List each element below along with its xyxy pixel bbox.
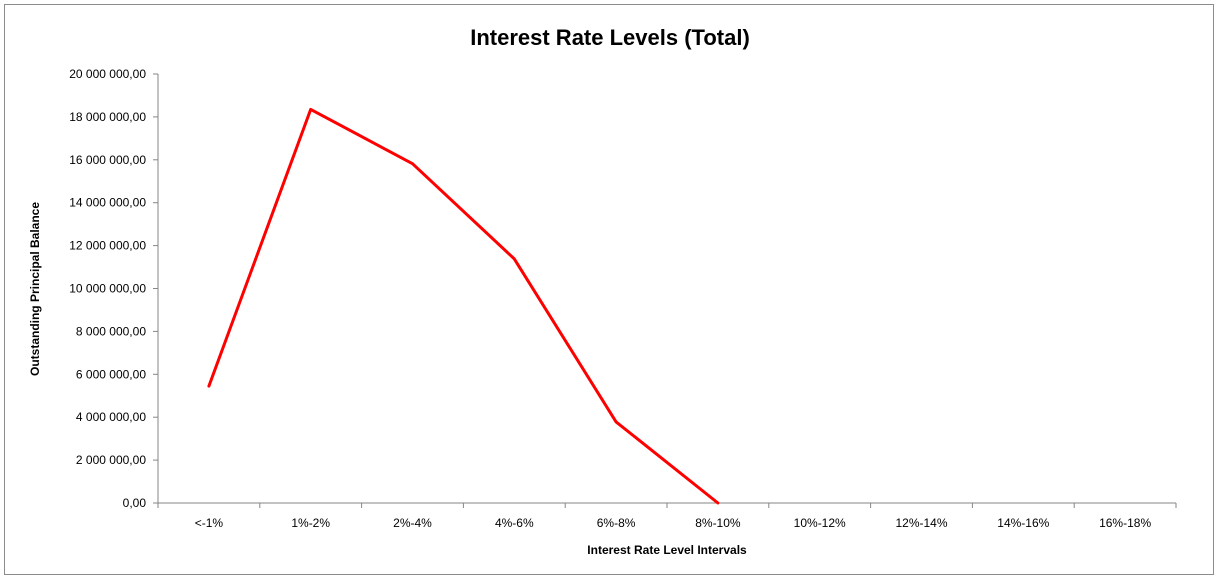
y-tick-label: 16 000 000,00 (69, 153, 146, 167)
x-axis-title: Interest Rate Level Intervals (587, 543, 747, 557)
x-tick-label: 8%-10% (695, 516, 741, 530)
x-tick-label: 10%-12% (794, 516, 846, 530)
y-tick-label: 20 000 000,00 (69, 67, 146, 81)
chart-title: Interest Rate Levels (Total) (470, 25, 750, 50)
x-tick-label: 2%-4% (393, 516, 432, 530)
y-tick-label: 6 000 000,00 (76, 367, 146, 381)
x-tick-label: 6%-8% (597, 516, 636, 530)
y-tick-label: 14 000 000,00 (69, 196, 146, 210)
x-tick-label: 16%-18% (1099, 516, 1151, 530)
x-tick-label: 4%-6% (495, 516, 534, 530)
chart-area (4, 4, 1214, 575)
y-tick-label: 2 000 000,00 (76, 453, 146, 467)
y-tick-label: 0,00 (123, 496, 147, 510)
y-tick-label: 4 000 000,00 (76, 410, 146, 424)
x-axis: <-1% 1%-2% 2%-4% 4%-6% 6%-8% 8%-10% 10%-12% 12%… (157, 502, 1177, 530)
x-tick-label: 1%-2% (291, 516, 330, 530)
x-tick-label: 14%-16% (997, 516, 1049, 530)
x-tick-label: <-1% (195, 516, 224, 530)
y-tick-label: 8 000 000,00 (76, 324, 146, 338)
y-axis: 0,00 2 000 000,00 4 000 000,00 6 000 000,00… (69, 67, 159, 510)
y-tick-label: 10 000 000,00 (69, 282, 146, 296)
series-line (207, 107, 720, 505)
x-tick-label: 12%-14% (895, 516, 947, 530)
series-group (207, 107, 720, 505)
y-axis-title: Outstanding Principal Balance (28, 202, 42, 376)
y-tick-label: 18 000 000,00 (69, 110, 146, 124)
y-tick-label: 12 000 000,00 (69, 239, 146, 253)
